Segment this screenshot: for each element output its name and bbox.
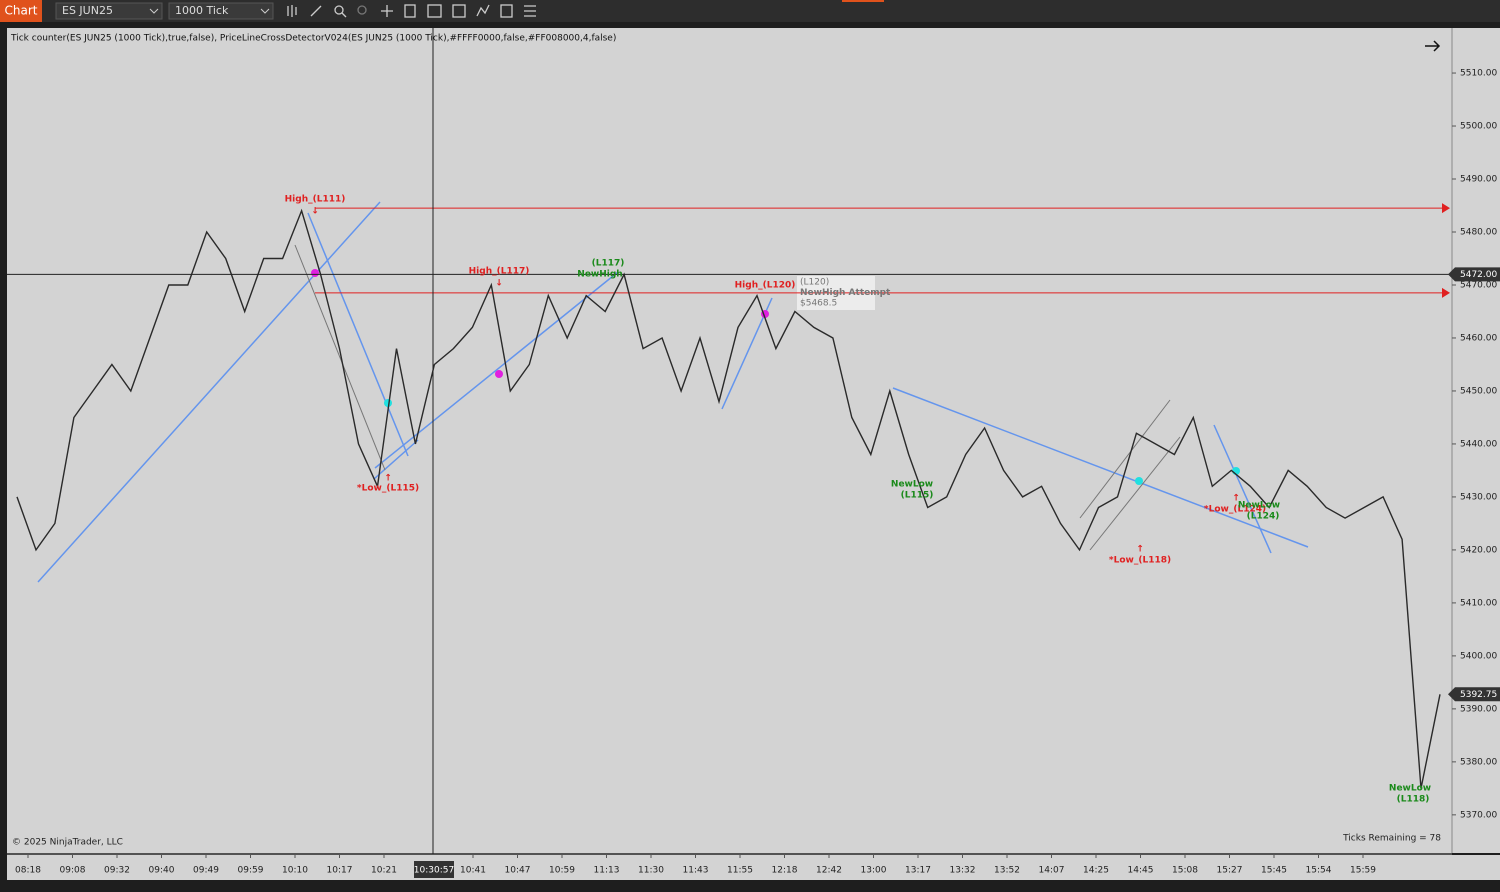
x-tick-label: 10:59	[549, 866, 575, 876]
annotation: NewLow	[891, 480, 933, 490]
annotation: *Low_(L124)	[1204, 505, 1266, 515]
tab-indicator	[842, 0, 884, 2]
interval-dropdown[interactable]	[168, 2, 274, 20]
x-tick-label: 15:08	[1172, 866, 1198, 876]
y-tick-label: 5420.00	[1460, 545, 1497, 555]
x-tick-label: 10:10	[282, 866, 308, 876]
x-tick-label: 13:32	[950, 866, 976, 876]
annotation: *Low_(L115)	[357, 484, 419, 494]
y-tick-label: 5460.00	[1460, 333, 1497, 343]
annotation: NewLow	[1238, 501, 1280, 511]
annotation: High_(L111)	[285, 195, 346, 205]
time-axis	[7, 855, 1500, 880]
y-tick-label: 5430.00	[1460, 492, 1497, 502]
crosshair-time-box	[414, 861, 454, 878]
y-tick-label: 5440.00	[1460, 439, 1497, 449]
toolbar	[0, 0, 1500, 22]
x-tick-label: 15:27	[1217, 866, 1243, 876]
plot-area	[7, 28, 1452, 853]
x-tick-label: 08:18	[15, 866, 41, 876]
annotation: ↓	[495, 279, 503, 289]
y-tick-label: 5490.00	[1460, 175, 1497, 185]
x-tick-label: 09:49	[193, 866, 219, 876]
price-tag	[1448, 687, 1500, 702]
annotation: ↓	[311, 207, 319, 217]
x-tick-label: 09:08	[60, 866, 86, 876]
trend-lines	[37, 201, 1309, 583]
channel-lines	[294, 244, 1181, 551]
price-axis	[1452, 28, 1500, 853]
dropdown-arrow	[260, 8, 270, 14]
y-tick-label: 5370.00	[1460, 810, 1497, 820]
y-tick-label: 5410.00	[1460, 598, 1497, 608]
annotation: NewLow	[1389, 784, 1431, 794]
x-tick-label: 14:07	[1039, 866, 1065, 876]
x-tick-label: 09:40	[149, 866, 175, 876]
x-tick-label: 09:59	[238, 866, 264, 876]
x-tick-label: 14:45	[1128, 866, 1154, 876]
annotation: ↑	[1136, 545, 1144, 555]
annotation: ↑	[384, 474, 392, 484]
annotation: High_(L120)	[735, 281, 796, 291]
level-arrow	[1442, 287, 1450, 298]
popup-text: (L120)	[800, 278, 829, 288]
price-line	[16, 208, 1441, 789]
x-tick-label: 10:47	[505, 866, 531, 876]
y-tick-label: 5380.00	[1460, 757, 1497, 767]
y-tick-label: 5400.00	[1460, 651, 1497, 661]
price-tag	[1448, 267, 1500, 282]
dropdown-arrow	[149, 8, 159, 14]
toolbar-icons[interactable]	[287, 4, 536, 18]
chart-tab[interactable]	[0, 0, 42, 22]
x-tick-label: 10:41	[460, 866, 486, 876]
y-tick-label: 5510.00	[1460, 69, 1497, 79]
annotation: (L124)	[1247, 512, 1280, 522]
annotation: NewHigh	[577, 270, 622, 280]
annotation: *Low_(L118)	[1109, 556, 1171, 566]
price-tag-label: 5472.00	[1460, 270, 1497, 280]
annotation: ↑	[1232, 494, 1240, 504]
x-tick-label: 10:21	[371, 866, 397, 876]
crosshair-time: 10:30:57	[414, 866, 454, 876]
x-tick-label: 11:30	[638, 866, 664, 876]
x-tick-label: 15:59	[1350, 866, 1376, 876]
x-tick-label: 13:52	[994, 866, 1020, 876]
x-tick-label: 12:18	[772, 866, 798, 876]
x-tick-label: 11:13	[594, 866, 620, 876]
x-tick-label: 14:25	[1083, 866, 1109, 876]
annotation: (L117)	[592, 259, 625, 269]
x-tick-label: 11:55	[727, 866, 753, 876]
annotation: (L118)	[1397, 795, 1430, 805]
scroll-arrow[interactable]	[1425, 40, 1441, 52]
popup-text: $5468.5	[800, 299, 837, 309]
instrument-label: ES JUN25	[62, 4, 113, 17]
indicator-legend: Tick counter(ES JUN25 (1000 Tick),true,f…	[10, 34, 616, 44]
x-tick-label: 13:00	[861, 866, 887, 876]
popup-text: NewHigh Attempt	[800, 288, 891, 298]
y-tick-label: 5470.00	[1460, 280, 1497, 290]
x-tick-label: 15:54	[1306, 866, 1332, 876]
level-arrow	[1442, 203, 1450, 214]
x-tick-label: 15:45	[1261, 866, 1287, 876]
chart-tab-label: Chart	[5, 4, 38, 18]
price-tag-label: 5392.75	[1460, 690, 1497, 700]
y-tick-label: 5390.00	[1460, 704, 1497, 714]
x-tick-label: 10:17	[327, 866, 353, 876]
x-tick-label: 09:32	[104, 866, 130, 876]
x-tick-label: 13:17	[905, 866, 931, 876]
annotation: (L115)	[901, 491, 934, 501]
x-tick-label: 11:43	[683, 866, 709, 876]
y-tick-label: 5500.00	[1460, 122, 1497, 132]
ticks-remaining: Ticks Remaining = 78	[1342, 834, 1441, 844]
x-tick-label: 12:42	[816, 866, 842, 876]
y-tick-label: 5480.00	[1460, 227, 1497, 237]
y-tick-label: 5450.00	[1460, 386, 1497, 396]
annotation: High_(L117)	[469, 267, 530, 277]
interval-label: 1000 Tick	[175, 4, 229, 17]
instrument-dropdown[interactable]	[55, 2, 163, 20]
copyright: © 2025 NinjaTrader, LLC	[12, 838, 123, 848]
